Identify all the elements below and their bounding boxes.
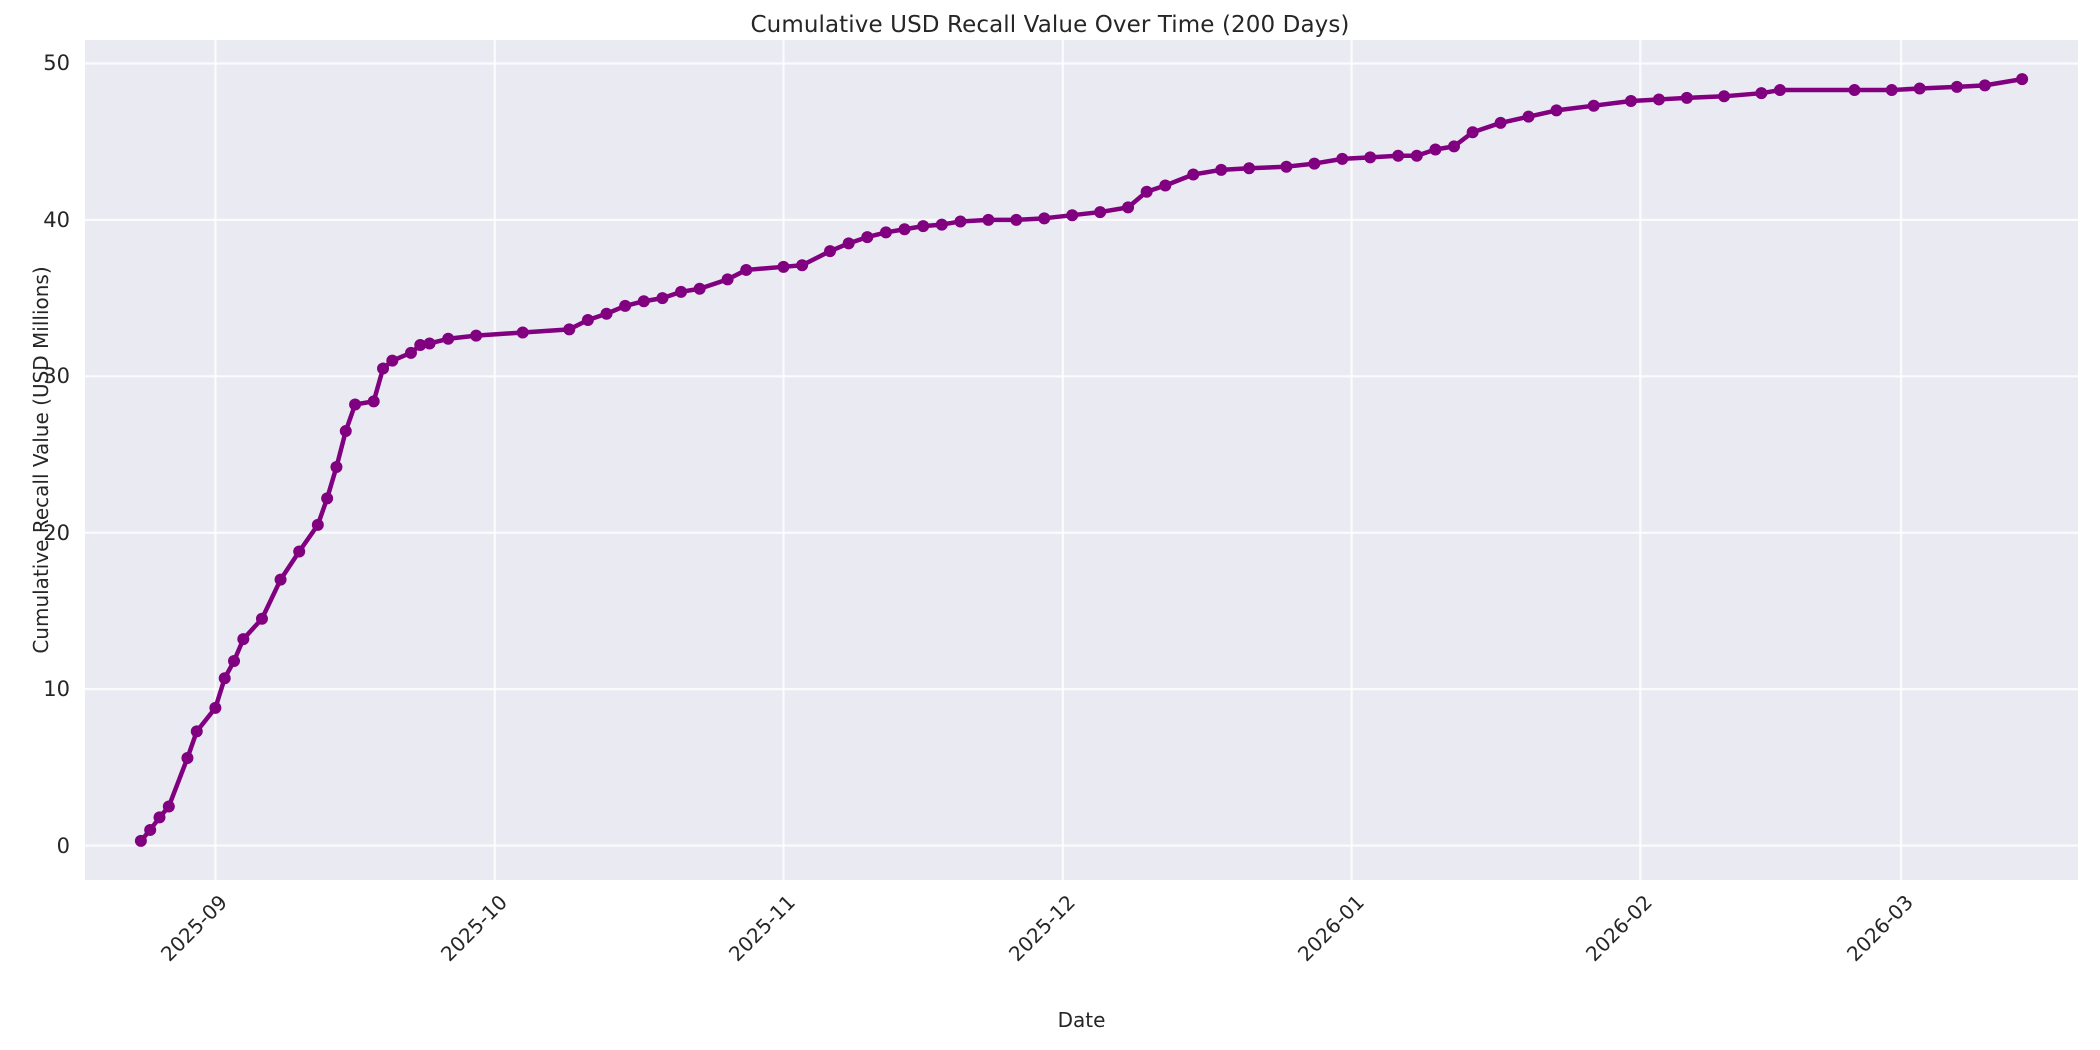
data-point [209,701,222,714]
data-point [982,213,995,226]
data-point [144,823,157,836]
data-point [1587,99,1600,112]
data-point [898,223,911,236]
data-point [1364,151,1377,164]
data-point [1159,179,1172,192]
data-point [1140,185,1153,198]
x-axis-label: Date [1057,1008,1106,1032]
data-point [637,295,650,308]
data-point [293,545,306,558]
data-point [1755,87,1768,100]
data-point [414,339,427,352]
data-point [861,231,874,244]
data-point [619,299,632,312]
data-point [311,518,324,531]
data-point [228,655,241,668]
data-point [442,332,455,345]
data-point [1885,84,1898,97]
data-point [1392,149,1405,162]
data-point [255,612,268,625]
data-point [330,461,343,474]
data-point [1913,82,1926,95]
data-point [879,226,892,239]
data-point [162,800,175,813]
data-point [349,398,362,411]
data-point [423,337,436,350]
data-point [404,346,417,359]
data-point [1624,95,1637,108]
data-point [842,237,855,250]
series-markers [134,73,2029,847]
data-point [181,751,194,764]
data-point [917,220,930,233]
data-point [740,263,753,276]
data-point [377,362,390,375]
data-point [1978,79,1991,92]
data-point [321,492,334,505]
data-point [675,285,688,298]
data-point [2016,73,2029,86]
y-gridlines [85,62,2078,847]
data-point [1336,152,1349,165]
data-point [935,218,948,231]
data-point [218,672,231,685]
data-point [274,573,287,586]
data-point [134,834,147,847]
data-point [1094,206,1107,219]
data-point [824,245,837,258]
data-point [1448,140,1461,153]
data-point [721,273,734,286]
data-point [1848,84,1861,97]
data-point [777,260,790,273]
data-point [1122,201,1135,214]
data-point [153,811,166,824]
data-point [237,633,250,646]
data-point [1410,149,1423,162]
data-point [339,425,352,438]
data-point [1038,212,1051,225]
chart-title: Cumulative USD Recall Value Over Time (2… [750,12,1350,38]
plot-area [85,40,2078,880]
data-point [1243,162,1256,175]
data-point [1950,80,1963,93]
data-point [693,282,706,295]
data-point [656,292,669,305]
data-point [1066,209,1079,222]
data-point [1550,104,1563,117]
data-point [1494,116,1507,129]
data-point [796,259,809,272]
data-point [1718,90,1731,103]
y-axis-label: Cumulative Recall Value (USD Millions) [29,266,53,654]
data-point [1773,84,1786,97]
data-point [470,329,483,342]
data-point [386,354,399,367]
data-point [1280,160,1293,173]
data-point [600,307,613,320]
data-point [1308,157,1321,170]
series-line-cumulative-recall-value [138,76,2025,844]
data-point [190,725,203,738]
data-point [563,323,576,336]
data-point [1680,91,1693,104]
data-point [367,395,380,408]
plot-svg [85,40,2078,880]
data-point [1215,163,1228,176]
data-point [516,326,529,339]
data-point [1522,110,1535,123]
data-point [1187,168,1200,181]
data-point [954,215,967,228]
data-point [581,314,594,326]
data-point [1429,143,1442,156]
data-point [1466,126,1479,139]
data-point [1652,93,1665,106]
x-gridlines [214,40,1903,880]
data-point [1010,213,1023,226]
